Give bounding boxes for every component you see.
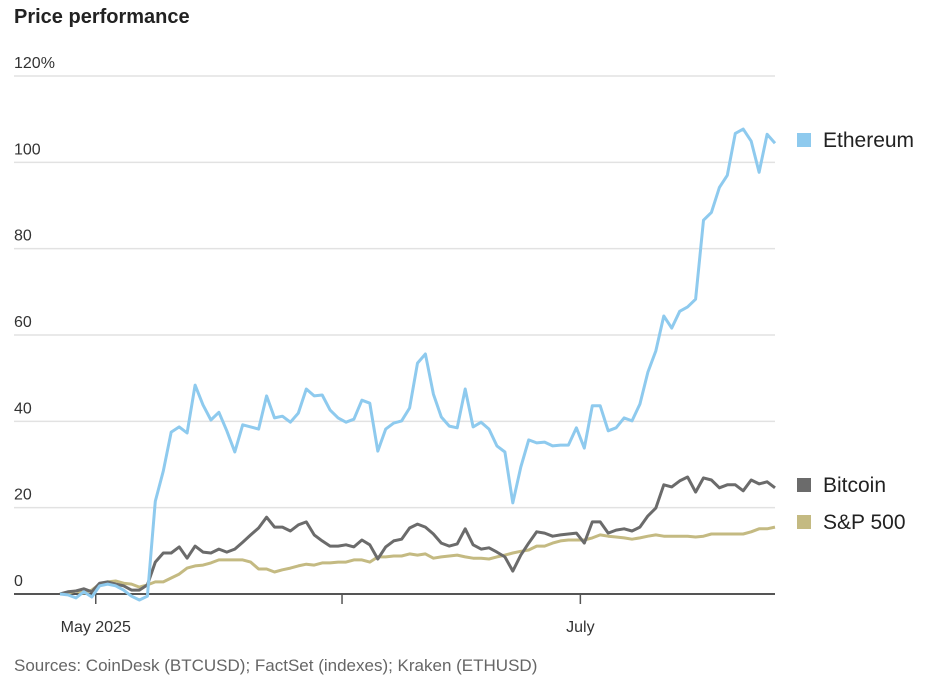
legend-swatch [797, 133, 811, 147]
y-tick-label: 120% [14, 55, 55, 72]
y-tick-label: 60 [14, 314, 32, 331]
series-line-bitcoin [59, 475, 776, 596]
series-line-s-p-500 [59, 525, 776, 596]
y-tick-label: 20 [14, 487, 32, 504]
y-tick-label: 80 [14, 228, 32, 245]
chart-title: Price performance [14, 6, 190, 28]
y-tick-label: 100 [14, 141, 41, 158]
y-tick-label: 0 [14, 573, 23, 590]
legend-label: Ethereum [823, 129, 914, 152]
legend-swatch [797, 478, 811, 492]
legend-label: S&P 500 [823, 511, 906, 534]
x-tick-label: May 2025 [61, 619, 131, 636]
y-tick-label: 40 [14, 400, 32, 417]
legend: Ethereum Bitcoin S&P 500 [797, 129, 914, 534]
x-tick-label: July [566, 619, 594, 636]
series-line-ethereum [59, 127, 777, 602]
y-axis: 0 20 40 60 80 100 120% [14, 55, 55, 590]
chart-source: Sources: CoinDesk (BTCUSD); FactSet (ind… [14, 656, 538, 675]
x-axis: May 2025 July [61, 594, 595, 636]
legend-label: Bitcoin [823, 474, 886, 497]
legend-swatch [797, 515, 811, 529]
series-lines [59, 127, 777, 602]
